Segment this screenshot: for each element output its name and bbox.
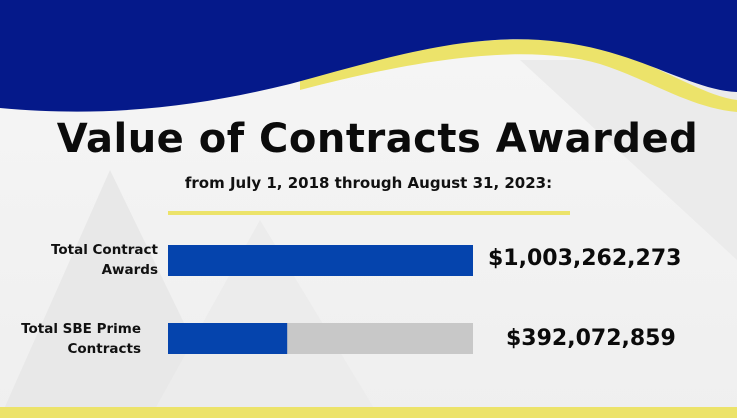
bar-label-total-contract-awards: Total Contract Awards bbox=[20, 240, 158, 280]
bar-total-sbe-prime-contracts bbox=[168, 323, 288, 354]
blue-header-wave bbox=[0, 0, 737, 112]
bottom-yellow-band bbox=[0, 407, 737, 418]
bar-total-contract-awards bbox=[168, 245, 473, 276]
bar-value-label-total-contract-awards: $1,003,262,273 bbox=[488, 246, 682, 271]
bar-label-line: Total Contract bbox=[50, 242, 158, 258]
bar-label-total-sbe-prime-contracts: Total SBE Prime Contracts bbox=[0, 319, 141, 359]
bar-label-line: Contracts bbox=[67, 341, 141, 357]
chart-title: Value of Contracts Awarded bbox=[56, 116, 699, 162]
title-underline bbox=[168, 211, 570, 215]
bg-triangle-left bbox=[0, 170, 230, 418]
bar-value-label-total-sbe-prime-contracts: $392,072,859 bbox=[506, 326, 676, 351]
bg-triangle-right bbox=[520, 60, 737, 260]
bar-label-line: Awards bbox=[101, 262, 158, 278]
bar-label-line: Total SBE Prime bbox=[21, 321, 141, 337]
chart-subtitle: from July 1, 2018 through August 31, 202… bbox=[184, 174, 553, 192]
bg-triangle-center bbox=[150, 220, 380, 418]
